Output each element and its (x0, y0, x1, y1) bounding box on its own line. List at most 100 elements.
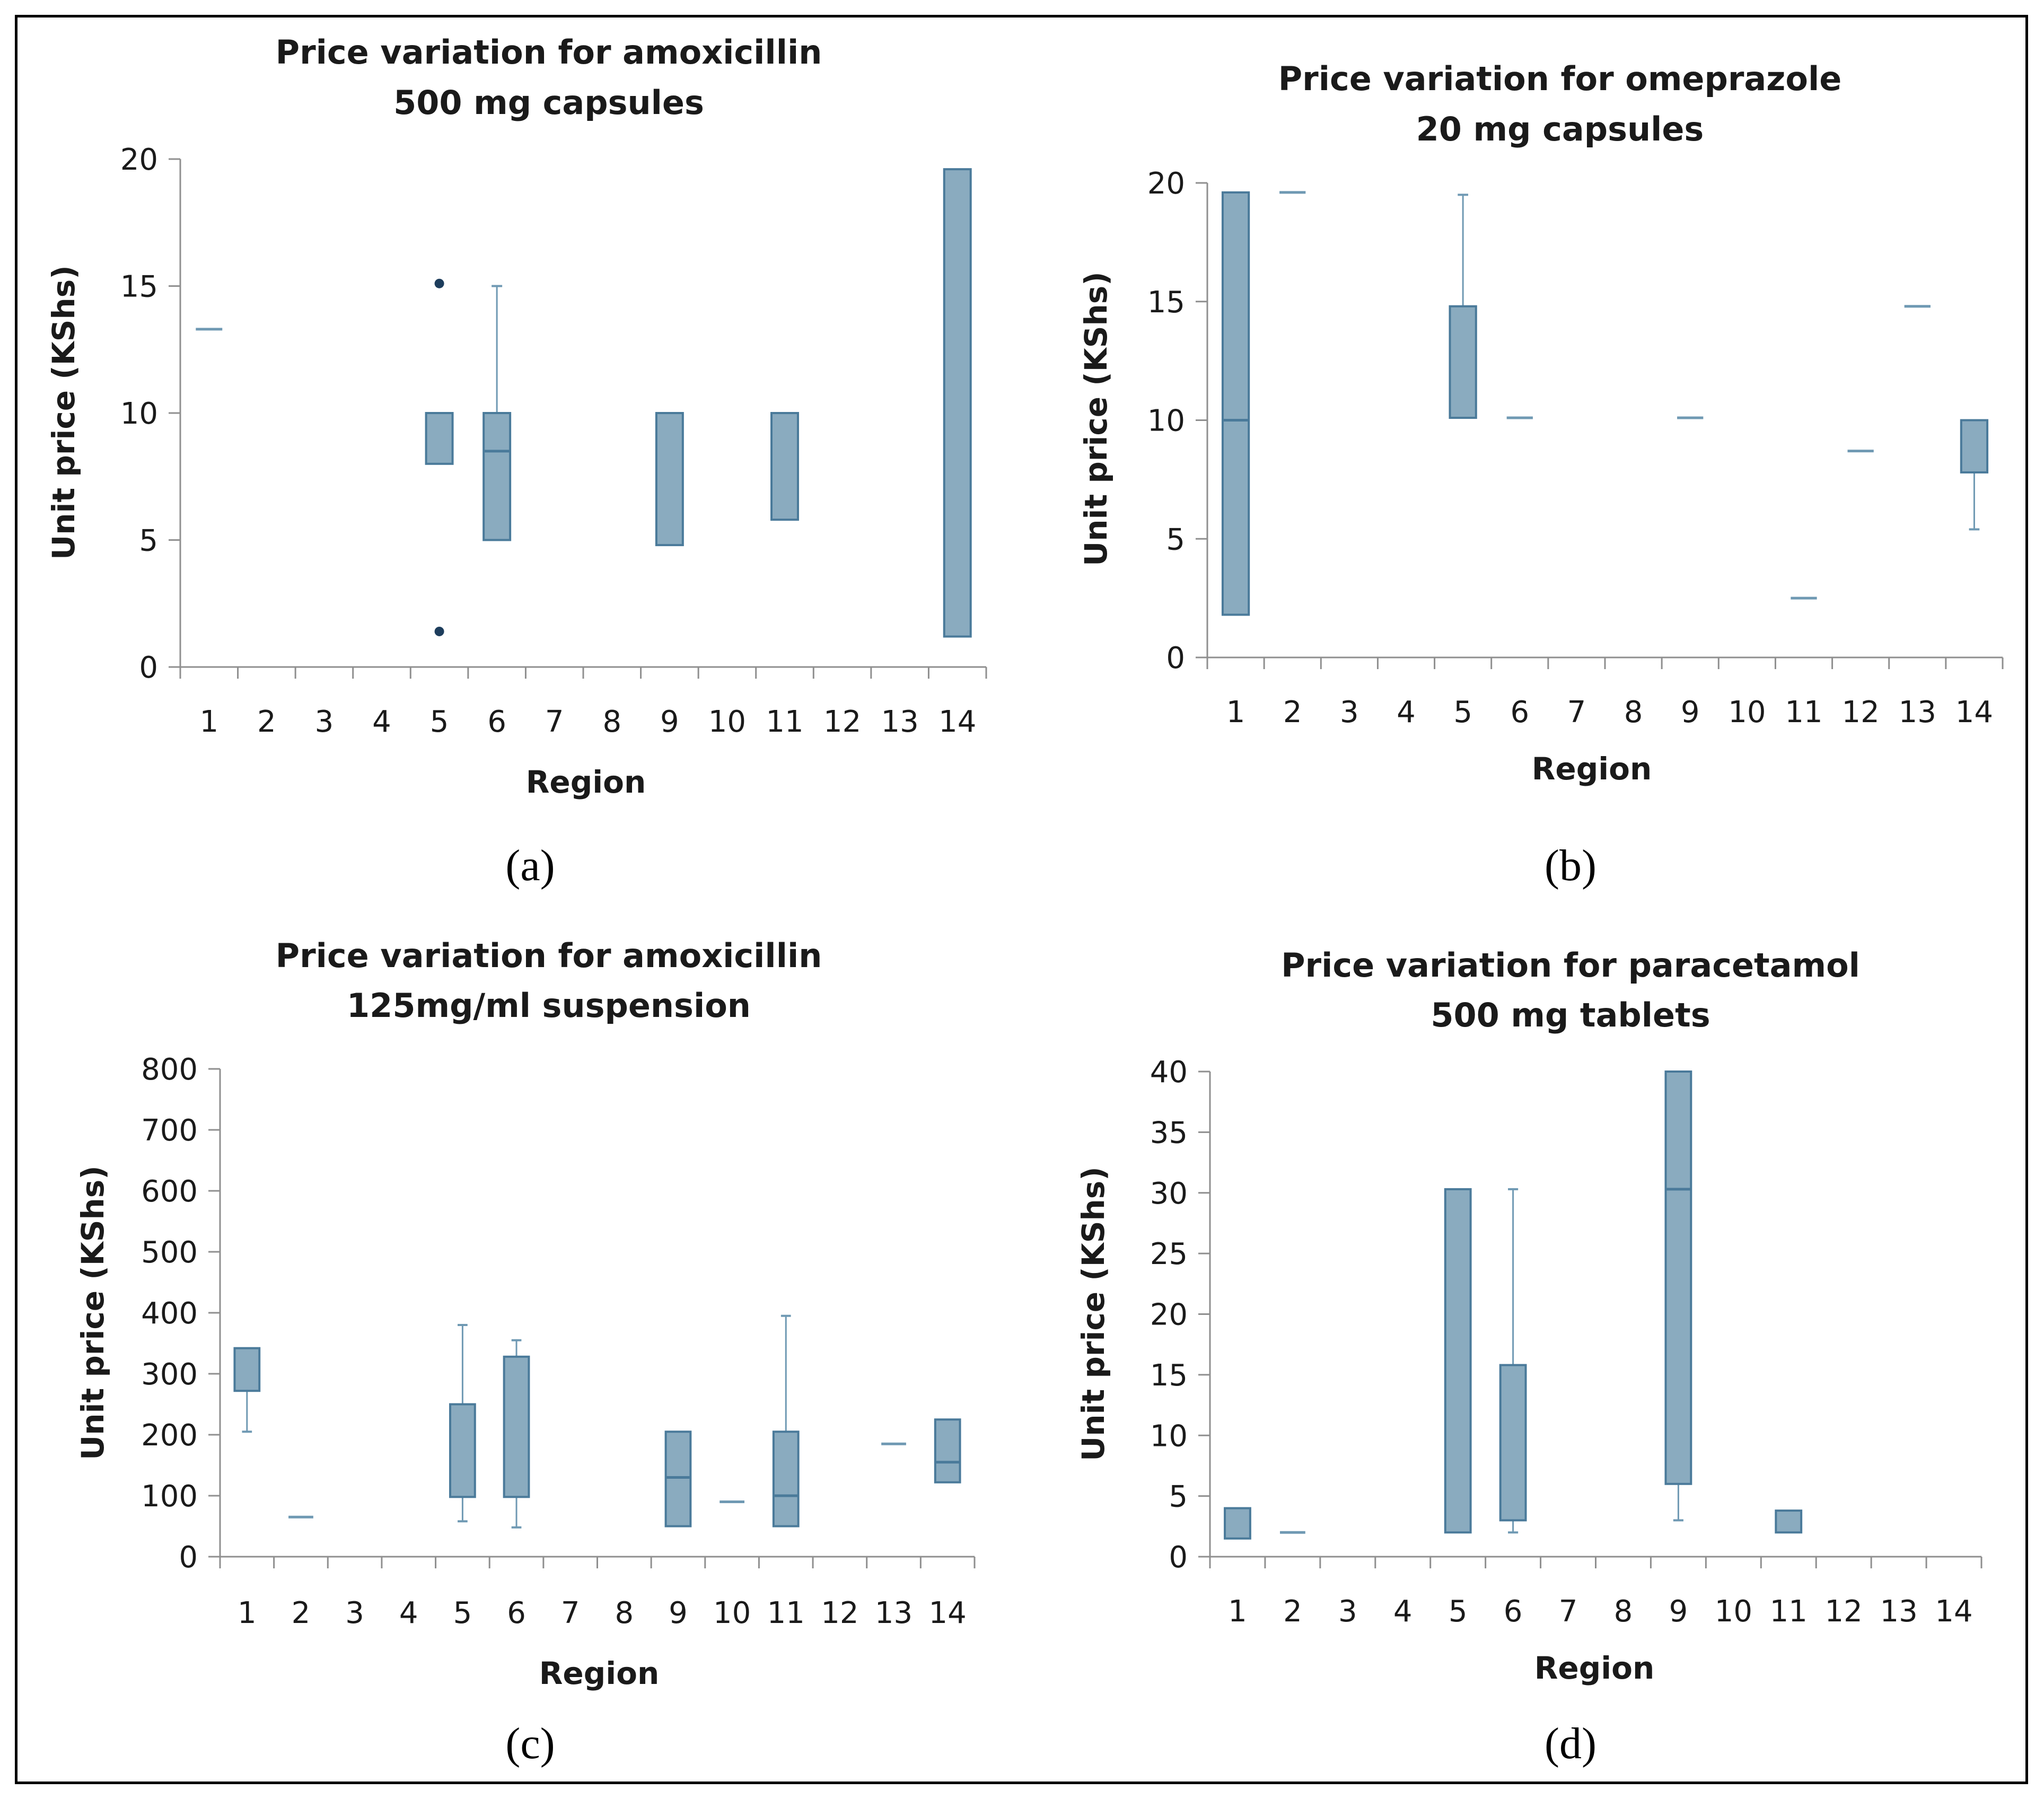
chart-a-x-tick-label: 5 (430, 705, 449, 739)
chart-c-x-tick-label: 11 (767, 1596, 805, 1630)
chart-b-y-tick-label: 15 (1147, 285, 1185, 320)
chart-d-x-tick-label: 7 (1559, 1594, 1578, 1629)
chart-a-title-line-2: 500 mg capsules (393, 83, 704, 122)
figure-frame (15, 15, 2028, 1784)
chart-a-x-tick-label: 2 (257, 705, 276, 739)
chart-b-x-tick-label: 8 (1624, 695, 1643, 730)
chart-c-y-tick-label: 100 (141, 1479, 198, 1514)
chart-a-box (655, 412, 684, 547)
chart-a-box (483, 412, 512, 541)
chart-c-x-tick-label: 5 (453, 1596, 472, 1630)
chart-b-x-tick-label: 13 (1899, 695, 1936, 730)
chart-c-box (503, 1355, 530, 1498)
chart-panel-d: Price variation for paracetamol 500 mg ta… (1022, 899, 2043, 1798)
chart-d-x-tick-label: 10 (1715, 1594, 1752, 1629)
chart-b-x-tick-label: 6 (1510, 695, 1529, 730)
chart-b-y-tick-label: 0 (1166, 641, 1185, 675)
chart-a-box (943, 168, 972, 638)
chart-b-x-tick-label: 9 (1681, 695, 1700, 730)
chart-b-x-tick-label: 5 (1453, 695, 1472, 730)
chart-b-x-tick-label: 2 (1283, 695, 1302, 730)
chart-c-caption: (c) (505, 1719, 555, 1768)
chart-d-y-tick-label: 30 (1150, 1177, 1188, 1211)
chart-d-x-tick-label: 6 (1504, 1594, 1523, 1629)
chart-c-x-tick-label: 13 (875, 1596, 913, 1630)
chart-b-box (1960, 419, 1989, 473)
chart-c-y-tick-label: 300 (141, 1357, 198, 1392)
chart-a-x-tick-label: 1 (199, 705, 218, 739)
chart-d-y-tick-label: 5 (1169, 1480, 1188, 1514)
chart-b-x-tick-label: 14 (1955, 695, 1993, 730)
chart-d-x-tick-label: 1 (1228, 1594, 1247, 1629)
chart-a-y-tick-label: 10 (120, 397, 158, 431)
chart-b-box (1221, 191, 1250, 616)
chart-c-title-line-2: 125mg/ml suspension (347, 986, 751, 1025)
chart-a-outlier-point (434, 278, 444, 288)
chart-b-y-tick-label: 20 (1147, 166, 1185, 201)
chart-c-y-tick-label: 500 (141, 1235, 198, 1270)
chart-d-x-tick-label: 3 (1338, 1594, 1357, 1629)
chart-b-svg: Price variation for omeprazole 20 mg caps… (1078, 59, 2004, 890)
chart-a-y-tick-label: 15 (120, 270, 158, 304)
chart-a-x-axis-title: Region (526, 764, 646, 800)
chart-a-caption: (a) (505, 841, 555, 890)
chart-c-x-axis-title: Region (539, 1655, 660, 1691)
chart-b-y-tick-label: 10 (1147, 404, 1185, 438)
chart-a-x-tick-label: 12 (823, 705, 861, 739)
chart-b-x-tick-label: 10 (1728, 695, 1766, 730)
chart-c-x-tick-label: 12 (821, 1596, 858, 1630)
chart-d-x-tick-label: 14 (1935, 1594, 1972, 1629)
chart-c-x-tick-label: 1 (238, 1596, 257, 1630)
chart-a-x-tick-label: 6 (487, 705, 506, 739)
chart-b-x-tick-label: 7 (1567, 695, 1586, 730)
chart-c-y-tick-label: 400 (141, 1296, 198, 1331)
chart-d-y-tick-label: 25 (1150, 1237, 1188, 1271)
chart-panel-b: Price variation for omeprazole 20 mg caps… (1022, 0, 2043, 899)
chart-c-x-tick-label: 6 (507, 1596, 526, 1630)
chart-a-x-tick-label: 14 (938, 705, 976, 739)
chart-c-y-tick-label: 600 (141, 1174, 198, 1209)
chart-a-outlier-point (434, 626, 444, 636)
chart-d-y-tick-label: 15 (1150, 1358, 1188, 1393)
chart-d-box (1444, 1188, 1472, 1534)
chart-b-title-line-1: Price variation for omeprazole (1278, 59, 1842, 98)
chart-b-title-line-2: 20 mg capsules (1416, 110, 1704, 148)
chart-a-y-tick-label: 5 (139, 524, 158, 558)
chart-c-title-line-1: Price variation for amoxicillin (276, 936, 822, 975)
chart-a-x-tick-label: 7 (545, 705, 564, 739)
chart-d-x-axis-title: Region (1534, 1650, 1655, 1686)
chart-d-box (1499, 1364, 1527, 1522)
chart-c-x-tick-label: 8 (615, 1596, 634, 1630)
chart-d-y-axis-title: Unit price (KShs) (1075, 1166, 1111, 1461)
chart-c-y-tick-label: 800 (141, 1052, 198, 1087)
chart-d-y-tick-label: 40 (1150, 1055, 1188, 1090)
chart-a-x-tick-label: 8 (602, 705, 621, 739)
chart-d-box (1224, 1507, 1251, 1540)
chart-c-x-tick-label: 2 (292, 1596, 311, 1630)
chart-c-box (449, 1403, 476, 1498)
chart-b-x-tick-label: 12 (1842, 695, 1880, 730)
chart-c-box (664, 1431, 692, 1528)
chart-b-caption: (b) (1545, 841, 1596, 890)
chart-d-y-tick-label: 35 (1150, 1116, 1188, 1150)
chart-a-y-axis-title: Unit price (KShs) (46, 265, 82, 560)
chart-d-x-tick-label: 12 (1825, 1594, 1863, 1629)
chart-a-box (770, 412, 799, 521)
chart-c-box (233, 1347, 261, 1392)
chart-c-x-tick-label: 9 (669, 1596, 688, 1630)
chart-panel-a: Price variation for amoxicillin 500 mg ca… (0, 0, 1022, 899)
chart-c-y-tick-label: 200 (141, 1418, 198, 1453)
chart-c-x-tick-label: 4 (399, 1596, 418, 1630)
chart-d-x-tick-label: 2 (1283, 1594, 1302, 1629)
chart-c-x-tick-label: 14 (929, 1596, 967, 1630)
chart-panel-c: Price variation for amoxicillin 125mg/ml … (0, 899, 1022, 1798)
chart-a-x-tick-label: 9 (660, 705, 679, 739)
chart-d-x-tick-label: 11 (1770, 1594, 1808, 1629)
chart-a-x-tick-label: 4 (372, 705, 391, 739)
chart-d-y-tick-label: 0 (1169, 1540, 1188, 1575)
chart-c-y-tick-label: 700 (141, 1113, 198, 1148)
chart-d-y-tick-label: 10 (1150, 1419, 1188, 1453)
chart-d-box (1775, 1510, 1803, 1534)
chart-c-y-axis-title: Unit price (KShs) (75, 1165, 111, 1460)
chart-c-box (934, 1418, 961, 1484)
